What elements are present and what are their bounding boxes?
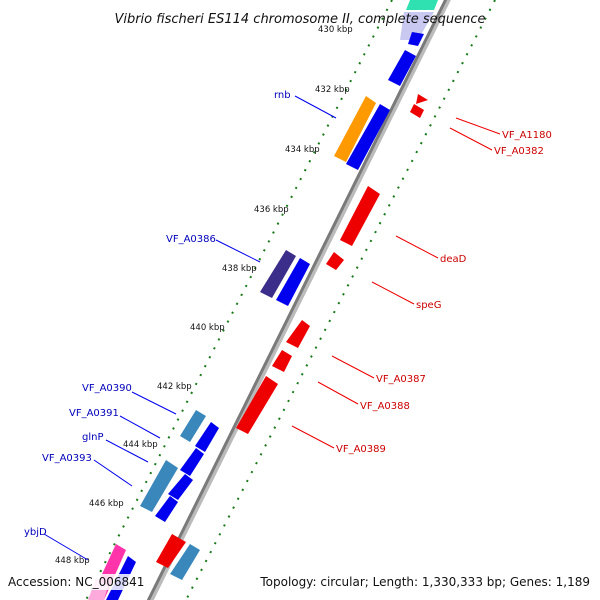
gene-label-vf-a0393: VF_A0393 (42, 453, 92, 464)
leader-ybjd (43, 533, 89, 561)
kbp-label: 430 kbp (318, 25, 353, 35)
kbp-label: 444 kbp (123, 440, 158, 450)
leader-vf-a0390 (131, 391, 177, 415)
kbp-tick-labels: 430 kbp 432 kbp 434 kbp 436 kbp 438 kbp … (55, 25, 353, 566)
topology-text: Topology: circular; Length: 1,330,333 bp… (258, 574, 592, 590)
vf-a0387-gene (286, 320, 310, 348)
leader-vf-a0386 (215, 239, 261, 263)
forward-cds (180, 448, 204, 476)
forward-cds (195, 422, 219, 452)
forward-cds (346, 104, 390, 170)
forward-cds (276, 258, 310, 306)
gene-label-ybjd: ybjD (24, 527, 47, 538)
leader-rnb (294, 95, 337, 119)
gene-label-glnp: glnP (82, 432, 104, 443)
leader-vf-a0393 (93, 459, 133, 487)
forward-gene-labels: rnb VF_A0386 VF_A0390 VF_A0391 glnP VF_A… (24, 90, 291, 538)
kbp-label: 440 kbp (190, 323, 225, 333)
leader-vf-a0391 (119, 415, 161, 439)
reverse-leaders (291, 117, 501, 449)
vf-a0388-gene (272, 350, 292, 372)
vf-a0393-gene (140, 460, 178, 512)
speg-gene (326, 252, 344, 270)
vf-a0386-gene (260, 250, 296, 298)
backbone-shadow (147, 0, 451, 600)
leader-speg (371, 281, 415, 305)
leader-vf-a0382 (449, 127, 493, 151)
outer-tick-track (85, 0, 393, 600)
kbp-label: 438 kbp (222, 264, 257, 274)
gene-label-vf-a0387: VF_A0387 (376, 374, 426, 385)
leader-vf-a0387 (331, 355, 375, 379)
leader-vf-a0389 (291, 425, 335, 449)
gene-label-speg: speG (416, 300, 441, 311)
leader-dead (395, 235, 439, 259)
gene-label-dead: deaD (440, 254, 467, 265)
vf-a0390-gene (180, 410, 206, 442)
forward-features (88, 0, 438, 600)
kbp-label: 446 kbp (89, 499, 124, 509)
backbone (146, 0, 448, 600)
accession-text: Accession: NC_006841 (6, 574, 147, 590)
leader-vf-a0388 (317, 381, 359, 405)
dead-gene (340, 186, 380, 246)
gene-label-vf-a0382: VF_A0382 (494, 146, 544, 157)
kbp-label: 432 kbp (315, 85, 350, 95)
reverse-cds (156, 534, 186, 568)
forward-cds (155, 496, 178, 522)
vf-a0389-gene (236, 376, 278, 434)
gene-label-vf-a0388: VF_A0388 (360, 401, 410, 412)
gene-block-teal (406, 0, 438, 10)
forward-leaders (43, 95, 337, 561)
gene-label-vf-a0390: VF_A0390 (82, 383, 132, 394)
kbp-label: 434 kbp (285, 145, 320, 155)
kbp-label: 448 kbp (55, 556, 90, 566)
reverse-cds-arrow (416, 94, 428, 104)
kbp-label: 442 kbp (157, 382, 192, 392)
gene-label-vf-a0386: VF_A0386 (166, 234, 216, 245)
leader-vf-a1180 (455, 117, 501, 135)
forward-cds (388, 50, 416, 86)
reverse-gene-labels: VF_A1180 VF_A0382 deaD speG VF_A0387 VF_… (336, 130, 552, 455)
map-title: Vibrio fischeri ES114 chromosome II, com… (114, 12, 485, 27)
gene-label-vf-a1180: VF_A1180 (502, 130, 552, 141)
reverse-cds (410, 104, 424, 118)
kbp-label: 436 kbp (254, 205, 289, 215)
leader-glnp (105, 439, 149, 463)
rnb-gene (334, 96, 376, 162)
gene-label-vf-a0391: VF_A0391 (69, 408, 119, 419)
forward-cds (168, 474, 193, 500)
gene-label-rnb: rnb (274, 90, 291, 101)
gene-block-lavender (400, 12, 434, 40)
forward-cds (408, 32, 424, 46)
gene-block-steel (170, 544, 200, 580)
gene-label-vf-a0389: VF_A0389 (336, 444, 386, 455)
reverse-features (156, 94, 428, 580)
